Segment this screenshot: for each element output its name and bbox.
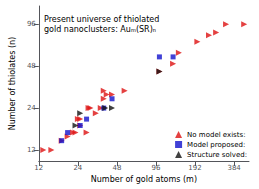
svg-text:gold nanoclusters: Auₘ(SR)ₙ: gold nanoclusters: Auₘ(SR)ₙ xyxy=(44,25,156,34)
svg-text:192: 192 xyxy=(188,164,201,172)
svg-text:Model proposed:: Model proposed: xyxy=(187,141,245,149)
svg-text:Number of gold atoms (m): Number of gold atoms (m) xyxy=(91,175,197,184)
svg-text:48: 48 xyxy=(27,62,36,70)
svg-text:384: 384 xyxy=(227,164,241,172)
svg-text:12: 12 xyxy=(27,146,36,154)
svg-text:24: 24 xyxy=(27,104,36,112)
svg-text:24: 24 xyxy=(73,164,82,172)
svg-text:Structure solved:: Structure solved: xyxy=(187,151,247,159)
svg-text:96: 96 xyxy=(152,164,161,172)
svg-text:Present universe of thiolated: Present universe of thiolated xyxy=(44,15,159,24)
svg-text:96: 96 xyxy=(27,20,36,28)
svg-text:Number of thiolates (n): Number of thiolates (n) xyxy=(8,37,17,130)
svg-text:No model exists:: No model exists: xyxy=(187,131,245,139)
svg-text:12: 12 xyxy=(34,164,43,172)
svg-text:48: 48 xyxy=(112,164,121,172)
